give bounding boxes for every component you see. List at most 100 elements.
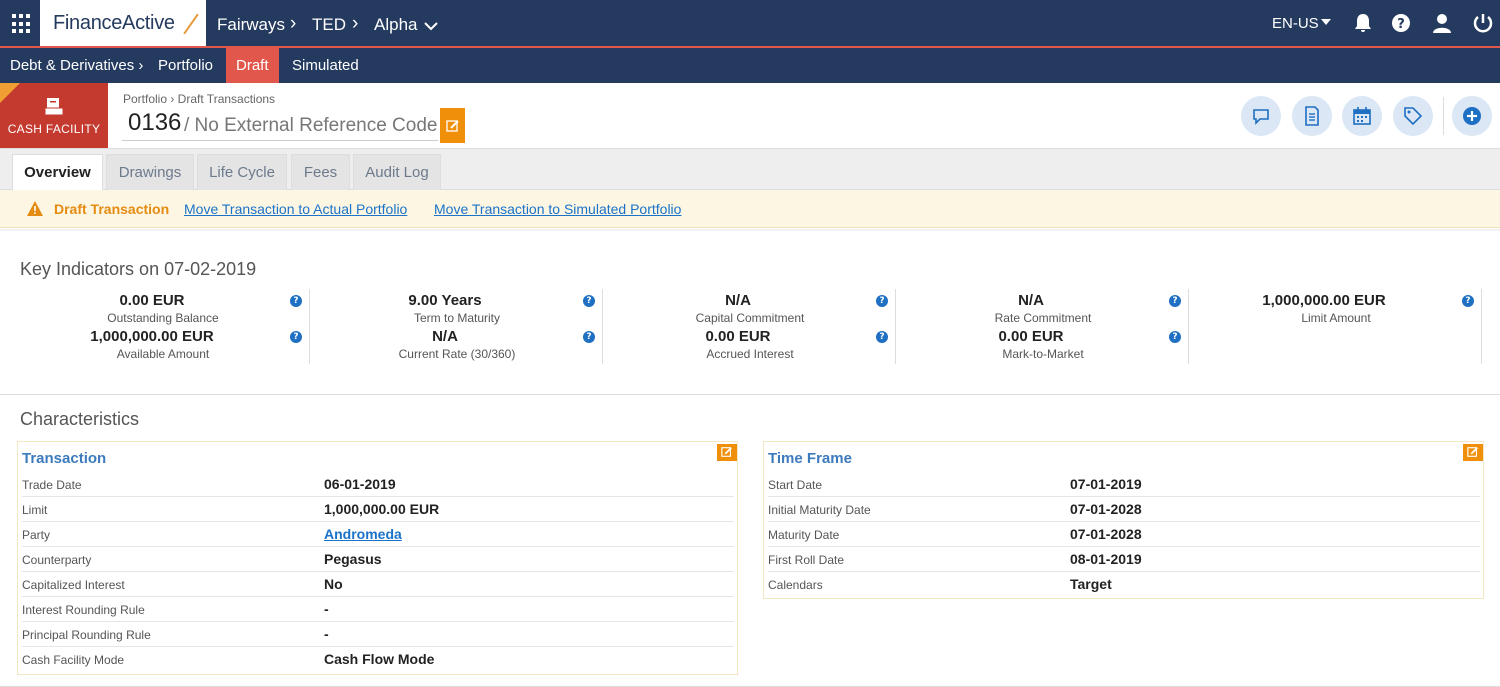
nav-portfolio[interactable]: Portfolio [158,57,214,74]
help-icon[interactable]: ? [290,295,302,307]
edit-transaction-button[interactable] [717,444,737,461]
caret-down-icon[interactable] [1321,19,1331,25]
chevron-down-icon[interactable] [424,21,438,31]
rate-commitment-label: Rate Commitment [994,311,1092,325]
help-icon[interactable]: ? [583,331,595,343]
help-icon[interactable]: ? [583,295,595,307]
row-value: Pegasus [324,551,382,567]
characteristic-row: First Roll Date 08-01-2019 [768,547,1480,572]
row-label: Party [22,528,51,542]
logo[interactable]: FinanceActive [40,0,206,46]
indicator-column: N/A Capital Commitment ? 0.00 EUR Accrue… [603,289,896,364]
characteristic-row: Party Andromeda [22,522,734,547]
nav-draft[interactable]: Draft [226,48,279,83]
row-value: 06-01-2019 [324,476,396,492]
limit-amount-value: 1,000,000.00 EUR [1262,292,1386,309]
indicator-column: 9.00 Years Term to Maturity ? N/A Curren… [310,289,603,364]
calendar-icon [1353,107,1371,125]
cash-facility-icon [44,98,64,116]
external-reference-code: / No External Reference Code [184,115,438,136]
row-label: Calendars [768,578,823,592]
characteristic-row: Cash Facility Mode Cash Flow Mode [22,647,734,672]
row-value: - [324,601,329,617]
party-link[interactable]: Andromeda [324,526,402,542]
row-label: Capitalized Interest [22,578,125,592]
limit-amount-label: Limit Amount [1301,311,1371,325]
help-icon[interactable]: ? [1169,295,1181,307]
tab-overview[interactable]: Overview [12,154,103,191]
breadcrumb-fairways[interactable]: Fairways [217,15,286,34]
help-icon[interactable]: ? [876,295,888,307]
edit-icon [446,120,459,132]
row-label: First Roll Date [768,553,845,567]
available-amount-value: 1,000,000.00 EUR [90,328,214,345]
tab-fees[interactable]: Fees [291,154,350,190]
indicator-column: N/A Rate Commitment ? 0.00 EUR Mark-to-M… [896,289,1189,364]
help-icon[interactable]: ? [1462,295,1474,307]
app-grid-icon[interactable] [12,14,32,34]
row-label: Principal Rounding Rule [22,628,151,642]
help-icon[interactable]: ? [1390,12,1412,34]
term-to-maturity-value: 9.00 Years [408,292,482,309]
row-value: 07-01-2019 [1070,476,1142,492]
row-label: Maturity Date [768,528,840,542]
move-to-simulated-link[interactable]: Move Transaction to Simulated Portfolio [434,201,682,217]
nav-simulated[interactable]: Simulated [292,57,359,74]
power-icon[interactable] [1472,12,1494,34]
language-selector[interactable]: EN-US [1272,15,1319,32]
corner-flag [0,83,20,103]
edit-reference-button[interactable] [440,108,465,143]
row-label: Initial Maturity Date [768,503,871,517]
row-value: No [324,576,343,592]
characteristic-row: Capitalized Interest No [22,572,734,597]
chevron-right-icon: › [290,13,297,34]
tag-button[interactable] [1393,96,1433,136]
row-value: Cash Flow Mode [324,651,435,667]
tab-audit-log[interactable]: Audit Log [353,154,441,190]
header-divider [1443,97,1444,135]
draft-transaction-label: Draft Transaction [54,201,170,217]
add-button[interactable] [1452,96,1492,136]
tab-bar: Overview Drawings Life Cycle Fees Audit … [0,149,1500,191]
draft-banner: Draft Transaction Move Transaction to Ac… [0,190,1500,228]
help-icon[interactable]: ? [1169,331,1181,343]
row-value: 1,000,000.00 EUR [324,501,440,517]
row-label: Limit [22,503,48,517]
outstanding-balance-value: 0.00 EUR [119,292,185,309]
characteristic-row: Principal Rounding Rule - [22,622,734,647]
indicator-column: 0.00 EUR Outstanding Balance ? 1,000,000… [17,289,310,364]
comment-icon [1253,109,1269,125]
top-bar: FinanceActive Fairways › TED › Alpha EN-… [0,0,1500,48]
accrued-interest-value: 0.00 EUR [705,328,771,345]
cash-facility-label: CASH FACILITY [7,122,101,136]
tab-life-cycle[interactable]: Life Cycle [197,154,287,190]
breadcrumb-alpha[interactable]: Alpha [374,15,418,34]
breadcrumb-ted[interactable]: TED [312,15,346,34]
row-value: 07-01-2028 [1070,526,1142,542]
help-icon[interactable]: ? [876,331,888,343]
row-label: Start Date [768,478,823,492]
reference-field: 0136 / No External Reference Code [122,107,438,141]
chevron-right-icon: › [352,13,359,34]
add-icon [1463,107,1481,125]
logo-slash [183,13,199,35]
current-rate-label: Current Rate (30/360) [398,347,516,361]
row-value: 07-01-2028 [1070,501,1142,517]
move-to-actual-link[interactable]: Move Transaction to Actual Portfolio [184,201,408,217]
characteristic-row: Limit 1,000,000.00 EUR [22,497,734,522]
calendar-button[interactable] [1342,96,1382,136]
user-icon[interactable] [1431,12,1453,34]
tab-drawings[interactable]: Drawings [106,154,194,190]
rate-commitment-value: N/A [1018,292,1044,309]
comment-button[interactable] [1241,96,1281,136]
document-button[interactable] [1292,96,1332,136]
logo-text: FinanceActive [53,12,175,34]
section-divider [0,394,1500,395]
characteristic-row: Trade Date 06-01-2019 [22,472,734,497]
nav-debt-derivatives[interactable]: Debt & Derivatives › [10,57,144,74]
row-label: Trade Date [22,478,82,492]
bell-icon[interactable] [1352,12,1374,34]
edit-time-frame-button[interactable] [1463,444,1483,461]
capital-commitment-value: N/A [725,292,751,309]
help-icon[interactable]: ? [290,331,302,343]
